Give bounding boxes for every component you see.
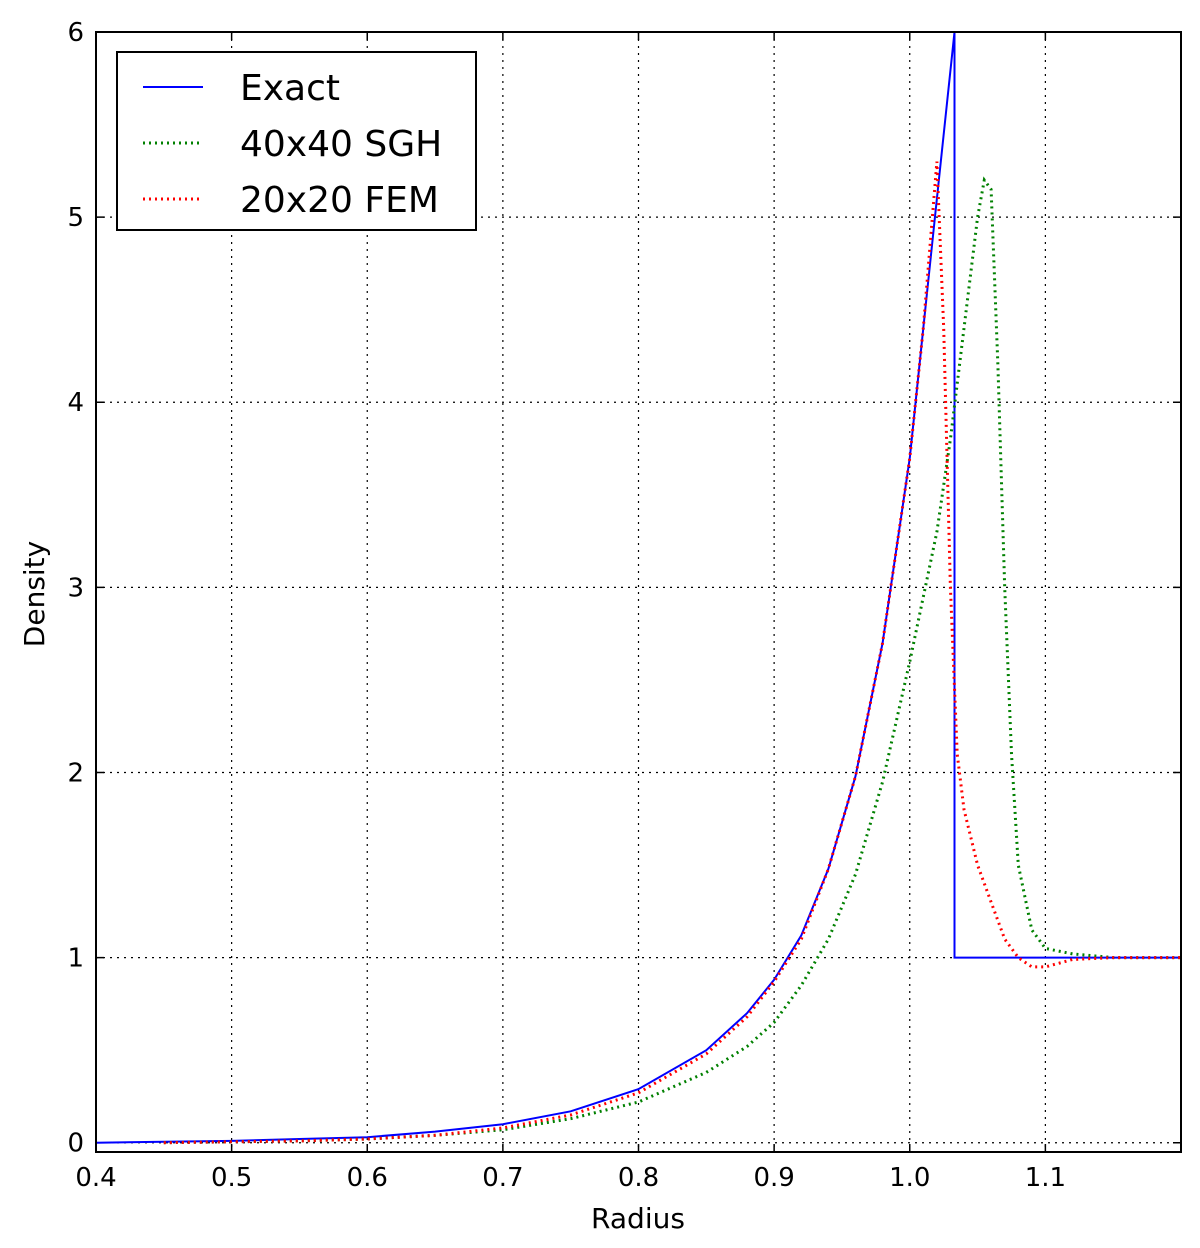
series-layer: [95, 31, 1181, 1145]
x-tick-label: 0.6: [347, 1163, 388, 1193]
legend-box: [116, 51, 477, 231]
y-tick-label: 6: [67, 18, 84, 48]
y-tick-label: 1: [67, 944, 84, 974]
axis-ticks: [95, 31, 1181, 1152]
x-tick-label: 1.0: [889, 1163, 930, 1193]
x-tick-label: 0.5: [211, 1163, 252, 1193]
legend-label-20x20-fem: 20x20 FEM: [240, 180, 439, 221]
y-tick-label: 0: [67, 1129, 84, 1159]
x-tick-label: 1.1: [1025, 1163, 1066, 1193]
y-tick-label: 3: [67, 573, 84, 603]
y-tick-label: 4: [67, 388, 84, 418]
tick-labels: 0.4 0.5 0.6 0.7 0.8 0.9 1.0 1.1 0 1 2 3 4 5 6: [67, 18, 1066, 1193]
y-axis-label: Density: [18, 541, 51, 647]
legend-label-exact: Exact: [240, 68, 340, 109]
y-tick-label: 2: [67, 758, 84, 788]
x-tick-label: 0.4: [75, 1163, 116, 1193]
y-tick-label: 5: [67, 203, 84, 233]
plot-frame: [95, 31, 1182, 1153]
x-tick-label: 0.7: [482, 1163, 523, 1193]
series-line-exact: [95, 31, 1181, 1144]
x-tick-label: 0.8: [618, 1163, 659, 1193]
legend-label-40x40-sgh: 40x40 SGH: [240, 124, 442, 165]
x-tick-label: 0.9: [753, 1163, 794, 1193]
x-axis-label: Radius: [591, 1202, 685, 1235]
series-line-40x40-sgh: [163, 176, 1181, 1145]
legend: Exact 40x40 SGH 20x20 FEM: [116, 51, 477, 231]
